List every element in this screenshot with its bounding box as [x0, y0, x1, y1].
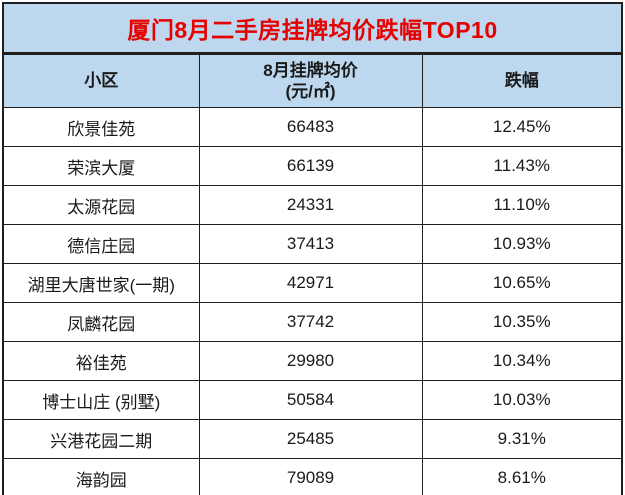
community-name-cell: 湖里大唐世家(一期) — [2, 263, 200, 303]
table-row: 欣景佳苑 66483 12.45% — [2, 107, 623, 147]
table-title-row: 厦门8月二手房挂牌均价跌幅TOP10 — [2, 2, 623, 55]
table-row: 荣滨大厦 66139 11.43% — [2, 146, 623, 186]
price-cell: 66139 — [198, 146, 423, 186]
decline-cell: 11.43% — [421, 146, 623, 186]
table-row: 裕佳苑 29980 10.34% — [2, 341, 623, 381]
column-header-price-unit: (元/㎡) — [285, 82, 336, 101]
table-row: 凤麟花园 37742 10.35% — [2, 302, 623, 342]
decline-cell: 10.34% — [421, 341, 623, 381]
column-header-community: 小区 — [2, 53, 200, 108]
decline-cell: 10.93% — [421, 224, 623, 264]
decline-cell: 10.65% — [421, 263, 623, 303]
community-name-cell: 海韵园 — [2, 458, 200, 495]
community-name-cell: 德信庄园 — [2, 224, 200, 264]
community-name-cell: 兴港花园二期 — [2, 419, 200, 459]
table-header-row: 小区 8月挂牌均价 (元/㎡) 跌幅 — [2, 53, 623, 108]
table-row: 博士山庄 (别墅) 50584 10.03% — [2, 380, 623, 420]
table-row: 兴港花园二期 25485 9.31% — [2, 419, 623, 459]
community-name-cell: 博士山庄 (别墅) — [2, 380, 200, 420]
column-header-price: 8月挂牌均价 (元/㎡) — [198, 53, 423, 108]
table-title: 厦门8月二手房挂牌均价跌幅TOP10 — [2, 2, 623, 55]
column-header-price-line1: 8月挂牌均价 — [263, 60, 358, 80]
decline-cell: 10.35% — [421, 302, 623, 342]
table-row: 湖里大唐世家(一期) 42971 10.65% — [2, 263, 623, 303]
decline-cell: 8.61% — [421, 458, 623, 495]
column-header-decline: 跌幅 — [421, 53, 623, 108]
price-cell: 24331 — [198, 185, 423, 225]
price-cell: 29980 — [198, 341, 423, 381]
table-row: 德信庄园 37413 10.93% — [2, 224, 623, 264]
decline-cell: 12.45% — [421, 107, 623, 147]
community-name-cell: 太源花园 — [2, 185, 200, 225]
table-row: 太源花园 24331 11.10% — [2, 185, 623, 225]
price-cell: 50584 — [198, 380, 423, 420]
table-row: 海韵园 79089 8.61% — [2, 458, 623, 495]
table-body: 欣景佳苑 66483 12.45% 荣滨大厦 66139 11.43% 太源花园 24331 1… — [2, 107, 623, 495]
decline-cell: 10.03% — [421, 380, 623, 420]
community-name-cell: 欣景佳苑 — [2, 107, 200, 147]
price-cell: 66483 — [198, 107, 423, 147]
community-name-cell: 荣滨大厦 — [2, 146, 200, 186]
decline-cell: 11.10% — [421, 185, 623, 225]
price-cell: 25485 — [198, 419, 423, 459]
community-name-cell: 凤麟花园 — [2, 302, 200, 342]
price-cell: 79089 — [198, 458, 423, 495]
community-name-cell: 裕佳苑 — [2, 341, 200, 381]
price-cell: 37742 — [198, 302, 423, 342]
price-cell: 42971 — [198, 263, 423, 303]
decline-cell: 9.31% — [421, 419, 623, 459]
price-cell: 37413 — [198, 224, 423, 264]
